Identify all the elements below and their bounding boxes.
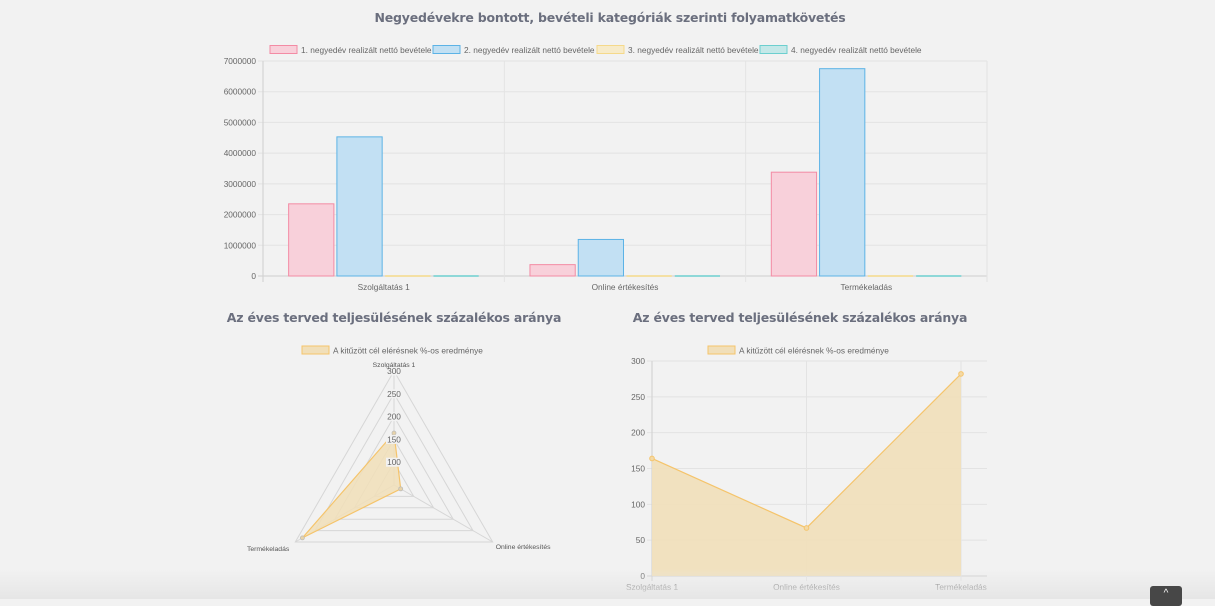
radar-point bbox=[398, 486, 404, 492]
line-chart-title: Az éves terved teljesülésének százalékos… bbox=[632, 310, 968, 325]
x-tick-label: Termékeladás bbox=[841, 282, 893, 292]
radar-ring bbox=[314, 392, 474, 532]
radar-ring bbox=[294, 369, 494, 543]
tick-backdrop bbox=[386, 457, 402, 467]
legend-item[interactable]: 1. negyedév realizált nettó bevétele bbox=[269, 45, 432, 55]
radar-spoke bbox=[393, 484, 493, 543]
y-tick-label: 0 bbox=[251, 271, 256, 281]
y-tick-label: 4000000 bbox=[224, 148, 257, 158]
legend-label: 3. negyedév realizált nettó bevétele bbox=[628, 45, 759, 55]
legend-label: A kitűzött cél elérésnek %-os eredménye bbox=[739, 346, 889, 356]
legend-swatch bbox=[707, 345, 736, 355]
legend-swatch bbox=[301, 345, 330, 355]
x-tick-label: Online értékesítés bbox=[592, 282, 659, 292]
data-point bbox=[958, 371, 964, 377]
data-point bbox=[803, 525, 810, 531]
y-tick-label: 250 bbox=[631, 392, 645, 402]
legend-label: A kitűzött cél elérésnek %-os eredménye bbox=[333, 346, 483, 356]
r-tick-label: 250 bbox=[387, 389, 401, 399]
tick-backdrop bbox=[386, 412, 402, 422]
y-tick-label: 3000000 bbox=[224, 179, 257, 189]
data-point bbox=[649, 455, 655, 462]
legend-label: 4. negyedév realizált nettó bevétele bbox=[791, 45, 922, 55]
r-tick-label: 100 bbox=[387, 457, 401, 467]
r-tick-label: 300 bbox=[387, 366, 401, 376]
y-tick-label: 7000000 bbox=[224, 56, 257, 66]
line-chart: A kitűzött cél elérésnek %-os eredménye0… bbox=[626, 345, 987, 592]
chevron-up-icon: ^ bbox=[1163, 588, 1169, 599]
radar-area bbox=[301, 431, 402, 539]
legend-item[interactable]: 3. negyedév realizált nettó bevétele bbox=[596, 45, 759, 55]
bar bbox=[336, 136, 383, 277]
y-tick-label: 150 bbox=[631, 464, 645, 474]
legend-label: 1. negyedév realizált nettó bevétele bbox=[301, 45, 432, 55]
radar-point-label: Termékeladás bbox=[247, 546, 290, 553]
radar-chart-title: Az éves terved teljesülésének százalékos… bbox=[226, 310, 562, 325]
radar-point-label: Online értékesítés bbox=[496, 544, 551, 551]
y-tick-label: 300 bbox=[631, 356, 645, 366]
radar-point-label: Szolgáltatás 1 bbox=[373, 362, 416, 369]
y-tick-label: 200 bbox=[631, 428, 645, 438]
bar bbox=[770, 171, 818, 277]
footer-fade bbox=[0, 569, 1215, 599]
bar bbox=[577, 238, 625, 277]
legend-item[interactable]: 2. negyedév realizált nettó bevétele bbox=[432, 45, 595, 55]
legend-swatch bbox=[432, 45, 461, 54]
bar-chart-title: Negyedévekre bontott, bevételi kategóriá… bbox=[374, 10, 846, 25]
scroll-to-top-button[interactable]: ^ bbox=[1150, 586, 1182, 606]
y-tick-label: 50 bbox=[636, 535, 646, 545]
legend-item[interactable]: A kitűzött cél elérésnek %-os eredménye bbox=[707, 345, 889, 356]
tick-backdrop bbox=[386, 434, 402, 444]
tick-backdrop bbox=[386, 389, 402, 399]
tick-backdrop bbox=[386, 366, 402, 376]
bar bbox=[529, 264, 576, 277]
y-tick-label: 2000000 bbox=[224, 210, 257, 220]
r-tick-label: 150 bbox=[387, 434, 401, 444]
legend-item[interactable]: A kitűzött cél elérésnek %-os eredménye bbox=[301, 345, 483, 356]
radar-point bbox=[299, 535, 305, 541]
radar-chart: A kitűzött cél elérésnek %-os eredménye 1… bbox=[247, 345, 551, 553]
legend-item[interactable]: 4. negyedév realizált nettó bevétele bbox=[759, 45, 922, 55]
legend-swatch bbox=[596, 45, 625, 54]
y-tick-label: 6000000 bbox=[224, 87, 257, 97]
area-fill bbox=[652, 373, 961, 576]
y-tick-label: 1000000 bbox=[224, 240, 257, 250]
bar-chart: 1. negyedév realizált nettó bevétele 2. n… bbox=[224, 45, 988, 292]
bar bbox=[288, 203, 335, 277]
x-tick-label: Szolgáltatás 1 bbox=[358, 282, 411, 292]
r-tick-label: 200 bbox=[387, 412, 401, 422]
legend-swatch bbox=[269, 45, 298, 54]
legend-label: 2. negyedév realizált nettó bevétele bbox=[464, 45, 595, 55]
bar bbox=[819, 68, 866, 277]
legend-swatch bbox=[759, 45, 788, 54]
y-tick-label: 5000000 bbox=[224, 117, 257, 127]
y-tick-label: 100 bbox=[631, 499, 645, 509]
